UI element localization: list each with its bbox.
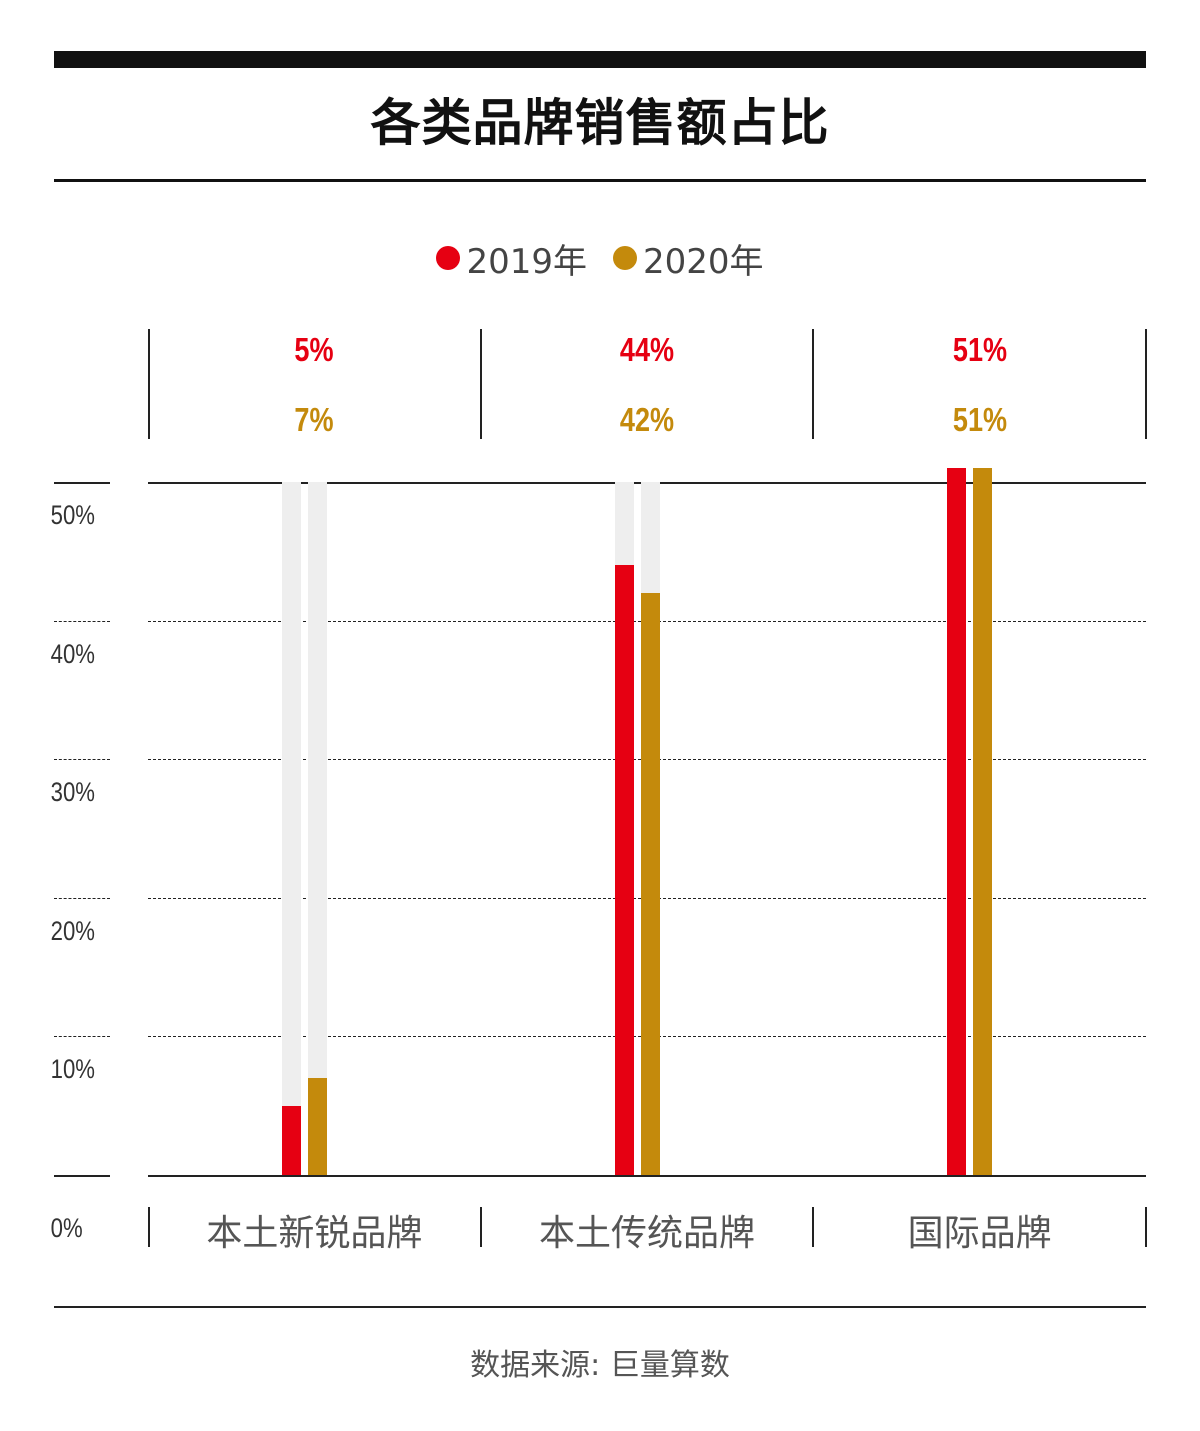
value-separator bbox=[812, 329, 815, 439]
grid-line-stub bbox=[54, 620, 110, 622]
value-separator bbox=[1145, 329, 1147, 439]
category-separator bbox=[148, 1207, 150, 1247]
value-label: 7% bbox=[294, 401, 334, 438]
value-label: 5% bbox=[294, 331, 334, 368]
y-tick-label: 50% bbox=[50, 500, 95, 530]
grid-line-stub bbox=[54, 897, 110, 899]
y-tick-label: 20% bbox=[50, 915, 95, 946]
footer-rule bbox=[54, 1306, 1146, 1308]
legend-label-2019: 2019年 bbox=[466, 241, 587, 282]
category-separator bbox=[479, 1207, 482, 1247]
bar bbox=[307, 1077, 327, 1175]
category-separator bbox=[812, 1207, 815, 1247]
category-label: 本土新锐品牌 bbox=[206, 1213, 423, 1254]
value-label: 51% bbox=[952, 401, 1007, 438]
category-label: 国际品牌 bbox=[907, 1213, 1052, 1254]
y-tick-label: 40% bbox=[50, 638, 95, 669]
y-tick-label: 0% bbox=[50, 1213, 83, 1243]
value-label: 44% bbox=[619, 331, 675, 368]
legend: 2019年 2020年 bbox=[0, 232, 1200, 284]
title-rule bbox=[54, 179, 1146, 182]
bar bbox=[640, 592, 660, 1175]
bar-track bbox=[281, 482, 301, 1175]
bar bbox=[973, 468, 993, 1175]
value-label: 42% bbox=[619, 401, 675, 438]
legend-dot-2020 bbox=[613, 246, 637, 270]
value-separator bbox=[479, 329, 482, 439]
category-separator bbox=[1145, 1207, 1147, 1247]
bar-track bbox=[307, 482, 327, 1175]
grid-line-stub bbox=[54, 759, 110, 761]
top-bar bbox=[54, 51, 1146, 68]
category-label: 本土传统品牌 bbox=[538, 1213, 755, 1254]
value-label: 51% bbox=[952, 331, 1007, 368]
baseline bbox=[148, 1175, 1146, 1177]
baseline-stub bbox=[54, 1175, 110, 1177]
legend-label-2020: 2020年 bbox=[643, 241, 764, 282]
bar bbox=[614, 565, 634, 1175]
legend-item-2020: 2020年 bbox=[613, 234, 764, 283]
legend-item-2019: 2019年 bbox=[436, 234, 587, 283]
y-tick-label: 10% bbox=[50, 1054, 95, 1085]
value-separator bbox=[148, 329, 150, 439]
chart-title: 各类品牌销售额占比 bbox=[370, 94, 830, 152]
source-note: 数据来源: 巨量算数 bbox=[470, 1348, 730, 1383]
bar bbox=[947, 468, 967, 1175]
grid-line-stub bbox=[54, 1036, 110, 1038]
top-stub bbox=[54, 482, 110, 484]
bar bbox=[281, 1105, 301, 1175]
y-tick-label: 30% bbox=[50, 777, 95, 808]
legend-dot-2019 bbox=[436, 246, 461, 270]
